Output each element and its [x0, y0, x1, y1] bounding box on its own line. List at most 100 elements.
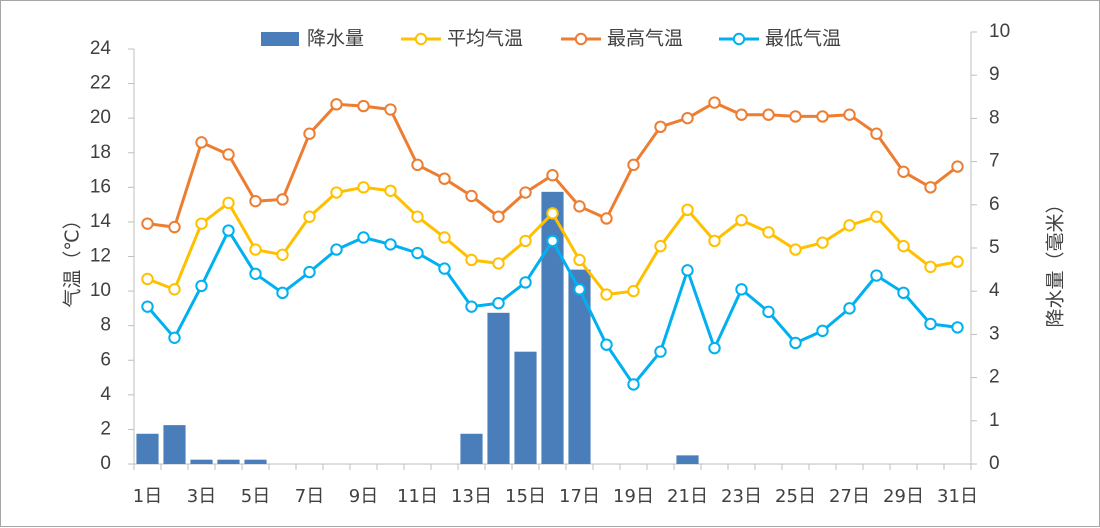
avg-temperature-point	[466, 255, 476, 265]
min-temperature-point	[169, 333, 179, 343]
max-temperature-point	[142, 218, 152, 228]
x-axis-tick-label: 29日	[883, 486, 924, 507]
x-axis-tick-label: 21日	[667, 486, 708, 507]
x-axis-tick-label: 7日	[295, 486, 324, 507]
legend-label-max: 最高气温	[607, 28, 683, 50]
precipitation-bar	[190, 460, 212, 464]
avg-temperature-point	[601, 289, 611, 299]
right-axis-tick-label: 8	[989, 107, 1000, 128]
min-temperature-point	[493, 298, 503, 308]
min-temperature-point	[385, 239, 395, 249]
avg-temperature-point	[682, 205, 692, 215]
max-temperature-point	[709, 97, 719, 107]
left-axis-tick-label: 4	[100, 384, 111, 405]
min-temperature-point	[547, 236, 557, 246]
max-temperature-point	[331, 99, 341, 109]
max-temperature-point	[763, 110, 773, 120]
min-temperature-point	[520, 277, 530, 287]
min-temperature-point	[628, 379, 638, 389]
precipitation-bar	[163, 425, 185, 464]
min-temperature-point	[817, 326, 827, 336]
avg-temperature-point	[763, 227, 773, 237]
avg-temperature-point	[709, 236, 719, 246]
min-temperature-point	[196, 281, 206, 291]
chart-frame: 0 2 4 6 8 10 12 14 16 18 20 22 24 0 1 2 3 4 5 6 7 8 9 10 1日 3日 5…	[0, 0, 1100, 527]
left-axis-tick-label: 14	[90, 211, 112, 232]
max-temperature-point	[223, 149, 233, 159]
avg-temperature-point	[871, 212, 881, 222]
max-temperature-point	[250, 196, 260, 206]
x-axis-tick-label: 23日	[721, 486, 762, 507]
legend-swatch-precipitation	[261, 32, 299, 46]
min-temperature-point	[223, 225, 233, 235]
x-axis-tick-label: 25日	[775, 486, 816, 507]
right-axis-tick-label: 7	[989, 151, 1000, 172]
precipitation-bars	[136, 192, 698, 464]
max-temperature-point	[358, 101, 368, 111]
left-axis-tick-label: 12	[90, 246, 111, 267]
left-axis-tick-label: 22	[90, 73, 111, 94]
legend-marker-avg	[416, 34, 426, 44]
min-temperature-point	[736, 284, 746, 294]
left-axis-tick-label: 6	[100, 349, 111, 370]
legend-marker-max	[576, 34, 586, 44]
precipitation-bar	[514, 352, 536, 464]
max-temperature-point	[736, 110, 746, 120]
precipitation-bar	[487, 313, 509, 464]
avg-temperature-point	[196, 218, 206, 228]
min-temperature-point	[142, 301, 152, 311]
min-temperature-point	[925, 319, 935, 329]
max-temperature-point	[601, 213, 611, 223]
min-temperature-point	[790, 338, 800, 348]
max-temperature-point	[304, 129, 314, 139]
min-temperature-point	[574, 284, 584, 294]
precipitation-bar	[217, 460, 239, 464]
avg-temperature-point	[655, 241, 665, 251]
avg-temperature-point	[817, 237, 827, 247]
right-axis-tick-label: 6	[989, 194, 1000, 215]
min-temperature-point	[682, 265, 692, 275]
avg-temperature-point	[952, 256, 962, 266]
max-temperature-point	[493, 212, 503, 222]
max-temperature-point	[574, 201, 584, 211]
precipitation-bar	[541, 192, 563, 464]
right-axis-tick-label: 2	[989, 367, 1000, 388]
x-axis-tick-label: 5日	[241, 486, 270, 507]
min-temperature-point	[601, 339, 611, 349]
legend-marker-min	[734, 34, 744, 44]
precipitation-bar	[568, 270, 590, 464]
precipitation-bar	[136, 434, 158, 464]
max-temperature-point	[169, 222, 179, 232]
precipitation-bar	[676, 455, 698, 464]
left-axis-tick-label: 24	[90, 38, 112, 59]
legend-label-min: 最低气温	[765, 28, 841, 50]
min-temperature-point	[439, 263, 449, 273]
y-axis-left-title: 气温（℃）	[62, 210, 84, 307]
x-axis-tick-label: 13日	[451, 486, 492, 507]
min-temperature-point	[898, 288, 908, 298]
min-temperature-point	[250, 269, 260, 279]
min-temperature-point	[331, 244, 341, 254]
right-axis-tick-label: 0	[989, 453, 1000, 474]
x-axis-tick-label: 17日	[559, 486, 600, 507]
avg-temperature-point	[250, 244, 260, 254]
x-axis-tick-label: 19日	[613, 486, 654, 507]
max-temperature-point	[547, 170, 557, 180]
min-temperature-point	[871, 270, 881, 280]
avg-temperature-point	[385, 186, 395, 196]
min-temperature-point	[358, 232, 368, 242]
x-axis: 1日 3日 5日 7日 9日 11日 13日 15日 17日 19日 21日 23日 25日 27日 29日…	[133, 464, 978, 507]
max-temperature-point	[277, 194, 287, 204]
max-temperature-point	[925, 182, 935, 192]
legend-label-avg: 平均气温	[447, 28, 523, 50]
max-temperature-point	[628, 160, 638, 170]
avg-temperature-point	[331, 187, 341, 197]
max-temperature-point	[196, 137, 206, 147]
right-axis-tick-label: 10	[989, 21, 1010, 42]
left-axis-tick-label: 10	[90, 280, 111, 301]
legend-label-precip: 降水量	[307, 28, 364, 50]
x-axis-tick-label: 3日	[187, 486, 216, 507]
x-axis-tick-label: 9日	[349, 486, 378, 507]
x-axis-tick-label: 27日	[829, 486, 870, 507]
